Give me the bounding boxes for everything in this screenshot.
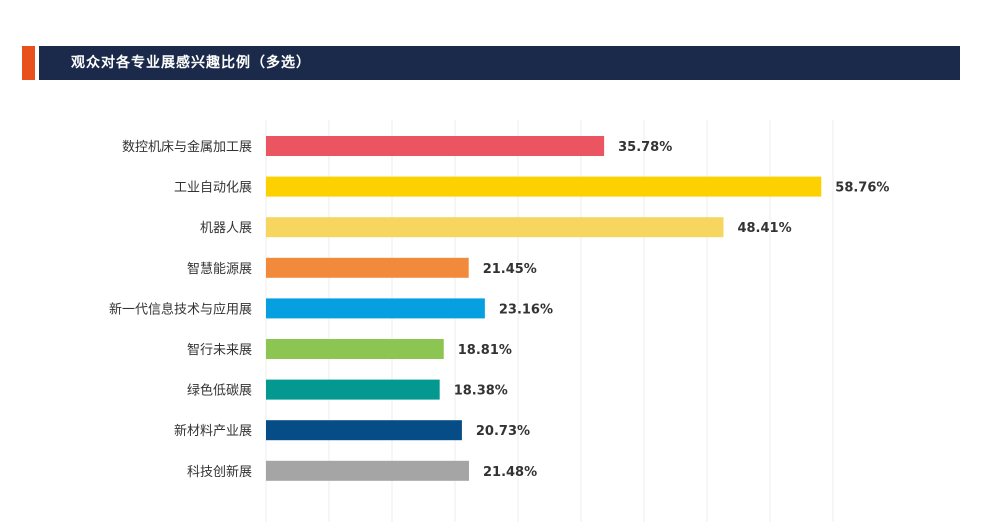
bar [266,460,469,481]
data-label: 48.41% [737,221,791,236]
category-label: 智行未来展 [187,343,252,358]
category-label: 智慧能源展 [187,261,252,277]
category-label: 科技创新展 [187,464,252,480]
category-label: 工业自动化展 [174,181,252,196]
data-label: 23.16% [499,302,553,317]
data-label: 21.48% [483,465,537,480]
category-label: 机器人展 [200,221,252,236]
bar [266,298,485,319]
data-label: 21.45% [483,262,537,277]
title-accent [22,46,35,80]
bar [266,257,469,278]
category-label: 新一代信息技术与应用展 [109,301,252,317]
data-label: 35.78% [618,140,672,155]
bar [266,176,822,197]
category-label: 新材料产业展 [174,423,252,439]
data-label: 18.81% [458,343,512,358]
data-label: 20.73% [476,424,530,439]
data-label: 18.38% [454,384,508,399]
category-label: 绿色低碳展 [187,383,252,399]
bar [266,136,605,156]
title-bar: 观众对各专业展感兴趣比例（多选） [39,46,960,80]
data-label: 58.76% [835,181,889,196]
bar [266,379,440,400]
bar [266,217,724,238]
chart-title: 观众对各专业展感兴趣比例（多选） [71,55,311,71]
bar [266,339,444,359]
category-label: 数控机床与金属加工展 [122,139,252,155]
bar [266,420,462,441]
